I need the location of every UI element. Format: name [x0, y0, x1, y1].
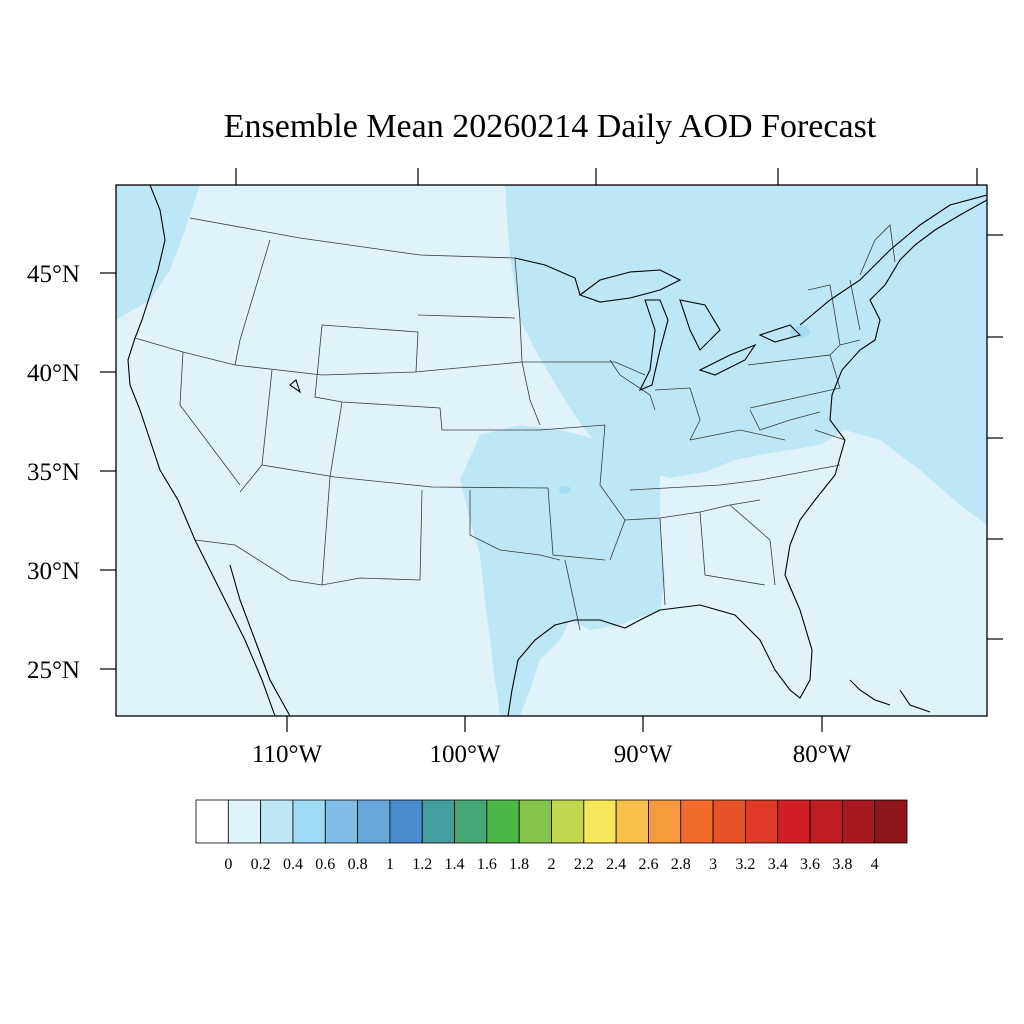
colorbar-box-21: [874, 799, 908, 844]
map-title: Ensemble Mean 20260214 Daily AOD Forecas…: [223, 108, 877, 145]
great-lakes-huron: [679, 299, 721, 351]
colorbar-box-6: [389, 799, 423, 844]
colorbar-label: 1.2: [412, 856, 432, 873]
colorbar-label: 3: [709, 856, 717, 873]
lat-label-35: 35°N: [27, 459, 80, 486]
aod-region-east: [505, 185, 987, 525]
aod-contours-0.2-0.4: [116, 185, 987, 716]
latitude-labels: 45°N 40°N 35°N 30°N 25°N: [27, 261, 80, 684]
left-ticks: [100, 272, 116, 670]
colorbar-label: 2.6: [638, 856, 658, 873]
colorbar-label: 1: [386, 856, 394, 873]
map-frame: [115, 184, 988, 717]
colorbar-box-16: [712, 799, 746, 844]
great-lakes-erie: [698, 343, 757, 376]
colorbar-box-3: [292, 799, 326, 844]
colorbar-box-4: [324, 799, 358, 844]
lat-label-40: 40°N: [27, 360, 80, 387]
colorbar-label: 0: [224, 856, 232, 873]
colorbar-label: 0.2: [251, 856, 271, 873]
lon-label-110: 110°W: [252, 741, 323, 768]
colorbar-box-1: [227, 799, 262, 844]
colorbar-label: 4: [871, 856, 879, 873]
longitude-labels: 110°W 100°W 90°W 80°W: [252, 741, 852, 768]
mexico-gulf-coast: [507, 619, 641, 716]
aod-region-pacific-northwest: [116, 185, 200, 320]
colorbar-box-5: [357, 799, 391, 844]
colorbar-label: 0.4: [283, 856, 303, 873]
bahamas-cuba: [849, 679, 931, 713]
gulf-coast-florida: [639, 199, 987, 699]
colorbar-box-2: [260, 799, 294, 844]
colorbar-box-20: [841, 799, 876, 844]
great-lakes-michigan: [638, 299, 669, 392]
lon-label-90: 90°W: [614, 741, 673, 768]
colorbar-label: 3.2: [735, 856, 755, 873]
st-lawrence: [799, 194, 987, 326]
colorbar-labels: 0 0.2 0.4 0.6 0.8 1 1.2 1.4 1.6 1.8 2 2.2 2.4 2.6 2.8 3…: [224, 856, 878, 873]
colorbar-label: 2.4: [606, 856, 626, 873]
lon-label-80: 80°W: [793, 741, 852, 768]
colorbar-label: 3.8: [832, 856, 852, 873]
aod-region-south-central: [460, 425, 665, 716]
right-ticks: [987, 234, 1003, 640]
map-plot-area: [116, 185, 987, 716]
aod-contours-0.4-0.6: [559, 326, 810, 494]
canada-border-east: [514, 257, 581, 296]
colorbar-box-15: [680, 799, 714, 844]
colorbar-label: 1.6: [477, 856, 497, 873]
lat-label-30: 30°N: [27, 558, 80, 585]
colorbar-box-11: [551, 799, 585, 844]
bottom-ticks: [286, 716, 823, 732]
state-boundaries: [134, 217, 896, 631]
great-lakes-superior: [578, 269, 682, 303]
colorbar-label: 1.4: [445, 856, 465, 873]
aod-patch-newyork: [790, 326, 810, 338]
lat-label-25: 25°N: [27, 657, 80, 684]
colorbar-box-7: [421, 799, 455, 844]
colorbar-label: 0.6: [315, 856, 335, 873]
colorbar-box-0: [195, 799, 229, 844]
top-ticks: [235, 168, 978, 185]
baja-gulf-coast: [229, 564, 291, 716]
colorbar-label: 2.8: [671, 856, 691, 873]
colorbar-box-14: [648, 799, 682, 844]
colorbar-box-10: [518, 799, 552, 844]
colorbar-label: 1.8: [509, 856, 529, 873]
colorbar-box-8: [454, 799, 488, 844]
colorbar-label: 3.4: [768, 856, 788, 873]
colorbar-label: 3.6: [800, 856, 820, 873]
colorbar-box-12: [583, 799, 617, 844]
aod-patch-arkansas: [559, 486, 571, 494]
colorbar-box-19: [809, 799, 843, 844]
colorbar-label: 2.2: [574, 856, 594, 873]
colorbar-label: 2: [548, 856, 556, 873]
great-salt-lake: [289, 379, 302, 394]
coastlines: [127, 185, 987, 716]
colorbar-box-18: [777, 799, 811, 844]
colorbar-label: 0.8: [348, 856, 368, 873]
lon-label-100: 100°W: [429, 741, 500, 768]
colorbar-box-17: [745, 799, 779, 844]
colorbar-box-9: [486, 799, 520, 844]
great-lakes-ontario: [758, 324, 802, 343]
colorbar-box-13: [615, 799, 649, 844]
pacific-coast: [127, 185, 276, 716]
colorbar: [195, 799, 908, 844]
lat-label-45: 45°N: [27, 261, 80, 288]
